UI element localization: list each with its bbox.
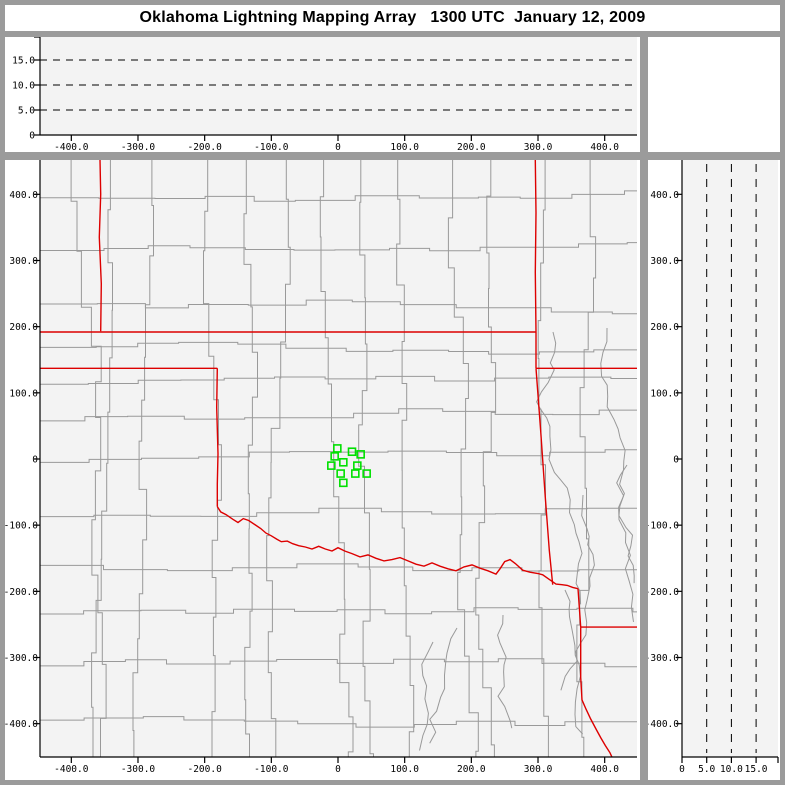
tick-label: 300.0	[9, 256, 38, 267]
tick-label: 400.0	[590, 764, 619, 775]
lma-station-marker	[339, 458, 348, 467]
tick-label: -200.0	[187, 764, 222, 775]
tick-label: 300.0	[524, 764, 553, 775]
tick-label: 5.0	[18, 106, 35, 117]
tick-label: 200.0	[650, 322, 679, 333]
tick-label: 300.0	[524, 142, 553, 152]
ew-altitude-plot[interactable]: 15.0 10.0 5.0 0 -400.0 -300.0 -200.0 -100.0 0 100…	[5, 37, 640, 152]
tick-label: 400.0	[650, 190, 679, 201]
tick-label: 0	[335, 142, 341, 152]
ew-altitude-panel[interactable]: 15.0 10.0 5.0 0 -400.0 -300.0 -200.0 -100.0 0 100…	[5, 37, 640, 152]
tick-label: 0	[679, 764, 685, 775]
tick-label: 100.0	[390, 142, 419, 152]
corner-panel	[648, 37, 780, 152]
plan-view-plot[interactable]: 400.0 300.0 200.0 100.0 0 -100.0 -200.0 -300.0 -…	[5, 160, 640, 780]
tick-label: -400.0	[54, 764, 89, 775]
tick-label: -100.0	[254, 764, 289, 775]
ns-plot-area[interactable]	[682, 160, 778, 757]
lma-station-marker	[333, 444, 342, 453]
tick-label: 0	[673, 455, 679, 466]
state-borders	[40, 160, 637, 757]
lma-station-marker	[362, 469, 371, 478]
tick-label: -400.0	[54, 142, 89, 152]
tick-label: 10.0	[12, 81, 35, 92]
tick-label: 100.0	[9, 388, 38, 399]
page-title: Oklahoma Lightning Mapping Array 1300 UT…	[139, 9, 646, 26]
tick-label: 200.0	[9, 322, 38, 333]
tick-label: -200.0	[5, 587, 38, 598]
tick-label: 15.0	[745, 764, 768, 775]
tick-label: 400.0	[590, 142, 619, 152]
tick-label: 10.0	[720, 764, 743, 775]
tick-label: 0	[335, 764, 341, 775]
tick-label: -400.0	[5, 719, 38, 730]
tick-label: -100.0	[5, 521, 38, 532]
ns-altitude-panel[interactable]: 400.0 300.0 200.0 100.0 0 -100.0 -200.0 -300.0 -…	[648, 160, 780, 780]
tick-label: 200.0	[457, 764, 486, 775]
tick-label: -100.0	[254, 142, 289, 152]
plan-view-map-panel[interactable]: 400.0 300.0 200.0 100.0 0 -100.0 -200.0 -300.0 -…	[5, 160, 640, 780]
lma-station-marker	[356, 450, 365, 459]
tick-label: -100.0	[648, 521, 679, 532]
title-bar: Oklahoma Lightning Mapping Array 1300 UT…	[5, 5, 780, 31]
lma-station-marker	[336, 469, 345, 478]
tick-label: -300.0	[121, 142, 156, 152]
axes: 400.0 300.0 200.0 100.0 0 -100.0 -200.0 -300.0 -…	[5, 160, 637, 775]
tick-label: -400.0	[648, 719, 679, 730]
lma-station-marker	[351, 469, 360, 478]
lma-station-marker	[330, 452, 339, 461]
ns-altitude-plot[interactable]: 400.0 300.0 200.0 100.0 0 -100.0 -200.0 -300.0 -…	[648, 160, 780, 780]
tick-label: 200.0	[457, 142, 486, 152]
tick-label: -200.0	[187, 142, 222, 152]
lma-stations	[327, 444, 371, 488]
tick-label: 100.0	[390, 764, 419, 775]
lma-station-marker	[339, 478, 348, 488]
tick-label: -300.0	[648, 653, 679, 664]
tick-label: 300.0	[650, 256, 679, 267]
altitude-reference-lines	[40, 59, 637, 111]
tick-label: 5.0	[698, 764, 715, 775]
ew-plot-area[interactable]	[40, 37, 637, 135]
map-layers	[40, 160, 637, 757]
tick-label: 400.0	[9, 190, 38, 201]
tick-label: 0	[32, 455, 38, 466]
lma-station-marker	[347, 447, 357, 457]
tick-label: -300.0	[5, 653, 38, 664]
axes: 15.0 10.0 5.0 0 -400.0 -300.0 -200.0 -100.0 0 100…	[12, 37, 637, 152]
tick-label: 0	[29, 131, 35, 142]
axes: 400.0 300.0 200.0 100.0 0 -100.0 -200.0 -300.0 -…	[648, 160, 779, 775]
lma-station-marker	[327, 461, 336, 470]
river-lines	[419, 327, 635, 751]
lma-station-marker	[353, 461, 362, 470]
tick-label: -200.0	[648, 587, 679, 598]
county-boundaries	[40, 160, 637, 757]
tick-label: 100.0	[650, 388, 679, 399]
tick-label: -300.0	[121, 764, 156, 775]
tick-label: 15.0	[12, 56, 35, 67]
